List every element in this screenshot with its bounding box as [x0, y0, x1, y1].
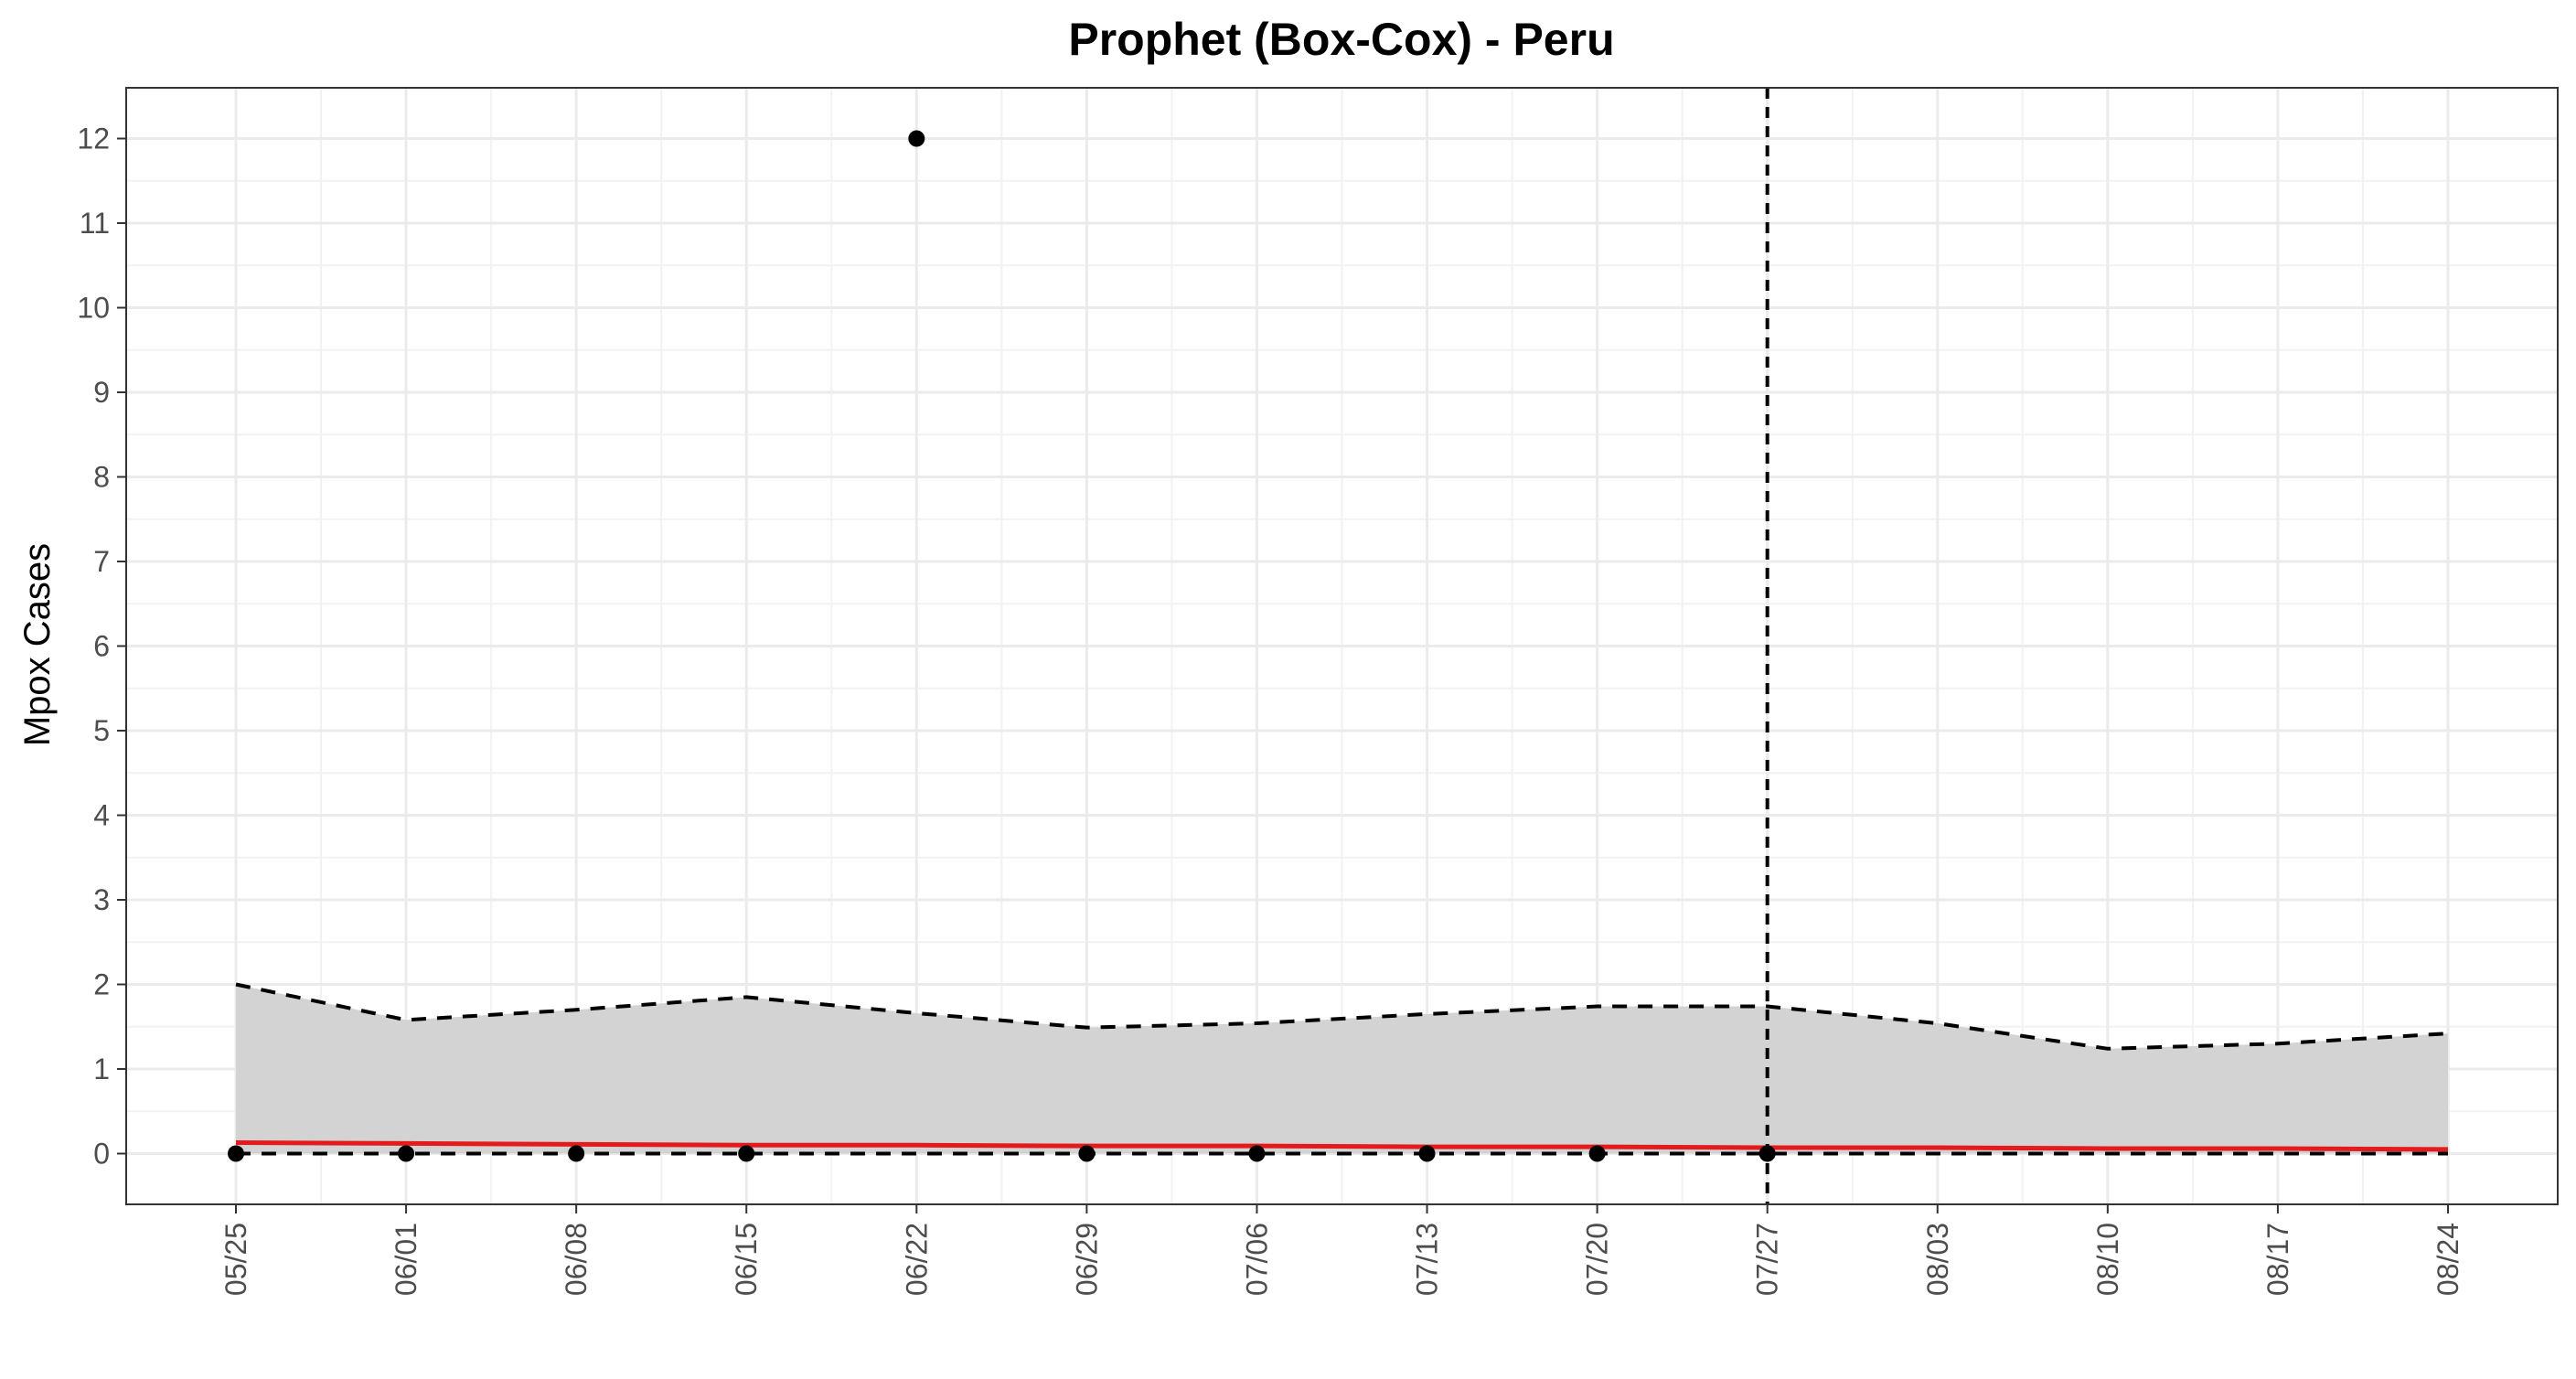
observed-point — [1758, 1145, 1776, 1162]
y-tick-label: 4 — [93, 799, 110, 832]
x-tick-label: 05/25 — [219, 1223, 252, 1296]
x-tick-label: 07/27 — [1751, 1223, 1784, 1296]
observed-point — [228, 1145, 244, 1162]
upper-bound-line — [235, 982, 2449, 1051]
observed-point — [738, 1145, 755, 1162]
x-tick-label: 06/29 — [1070, 1223, 1103, 1296]
y-tick-label: 3 — [93, 883, 110, 916]
band-layer — [236, 984, 2448, 1154]
x-tick-label: 08/10 — [2091, 1223, 2124, 1296]
y-axis-title: Mpox Cases — [17, 543, 58, 746]
x-tick-label: 06/08 — [560, 1223, 593, 1296]
x-tick-label: 07/13 — [1411, 1223, 1444, 1296]
observed-point — [1078, 1145, 1096, 1162]
y-tick-label: 10 — [77, 292, 110, 325]
y-tick-label: 11 — [80, 207, 110, 240]
y-tick-label: 7 — [93, 545, 110, 578]
observed-point — [1418, 1145, 1436, 1162]
y-tick-label: 2 — [93, 968, 110, 1001]
x-tick-label: 08/24 — [2432, 1223, 2464, 1296]
x-tick-label: 06/15 — [730, 1223, 763, 1296]
y-tick-label: 1 — [93, 1053, 110, 1085]
chart-title: Prophet (Box-Cox) - Peru — [1068, 14, 1614, 65]
y-tick-label: 5 — [93, 714, 110, 747]
y-tick-label: 8 — [93, 461, 110, 494]
x-tick-label: 07/06 — [1240, 1223, 1273, 1296]
x-tick-label: 08/17 — [2261, 1223, 2294, 1296]
x-tick-label: 07/20 — [1581, 1223, 1614, 1296]
y-tick-label: 12 — [77, 123, 110, 155]
prediction-interval-band — [236, 984, 2448, 1154]
observed-point — [568, 1145, 585, 1162]
fitted-line — [235, 1139, 2449, 1152]
observed-point — [1588, 1145, 1606, 1162]
observed-point — [908, 130, 925, 147]
observed-point — [398, 1145, 415, 1162]
observed-point — [1248, 1145, 1266, 1162]
x-tick-label: 08/03 — [1921, 1223, 1954, 1296]
line-layer — [235, 88, 2449, 1204]
point-layer — [228, 130, 1776, 1162]
y-tick-label: 9 — [93, 376, 110, 409]
y-tick-label: 6 — [93, 630, 110, 663]
y-tick-label: 0 — [93, 1138, 110, 1171]
x-tick-label: 06/22 — [900, 1223, 933, 1296]
x-tick-label: 06/01 — [390, 1223, 422, 1296]
